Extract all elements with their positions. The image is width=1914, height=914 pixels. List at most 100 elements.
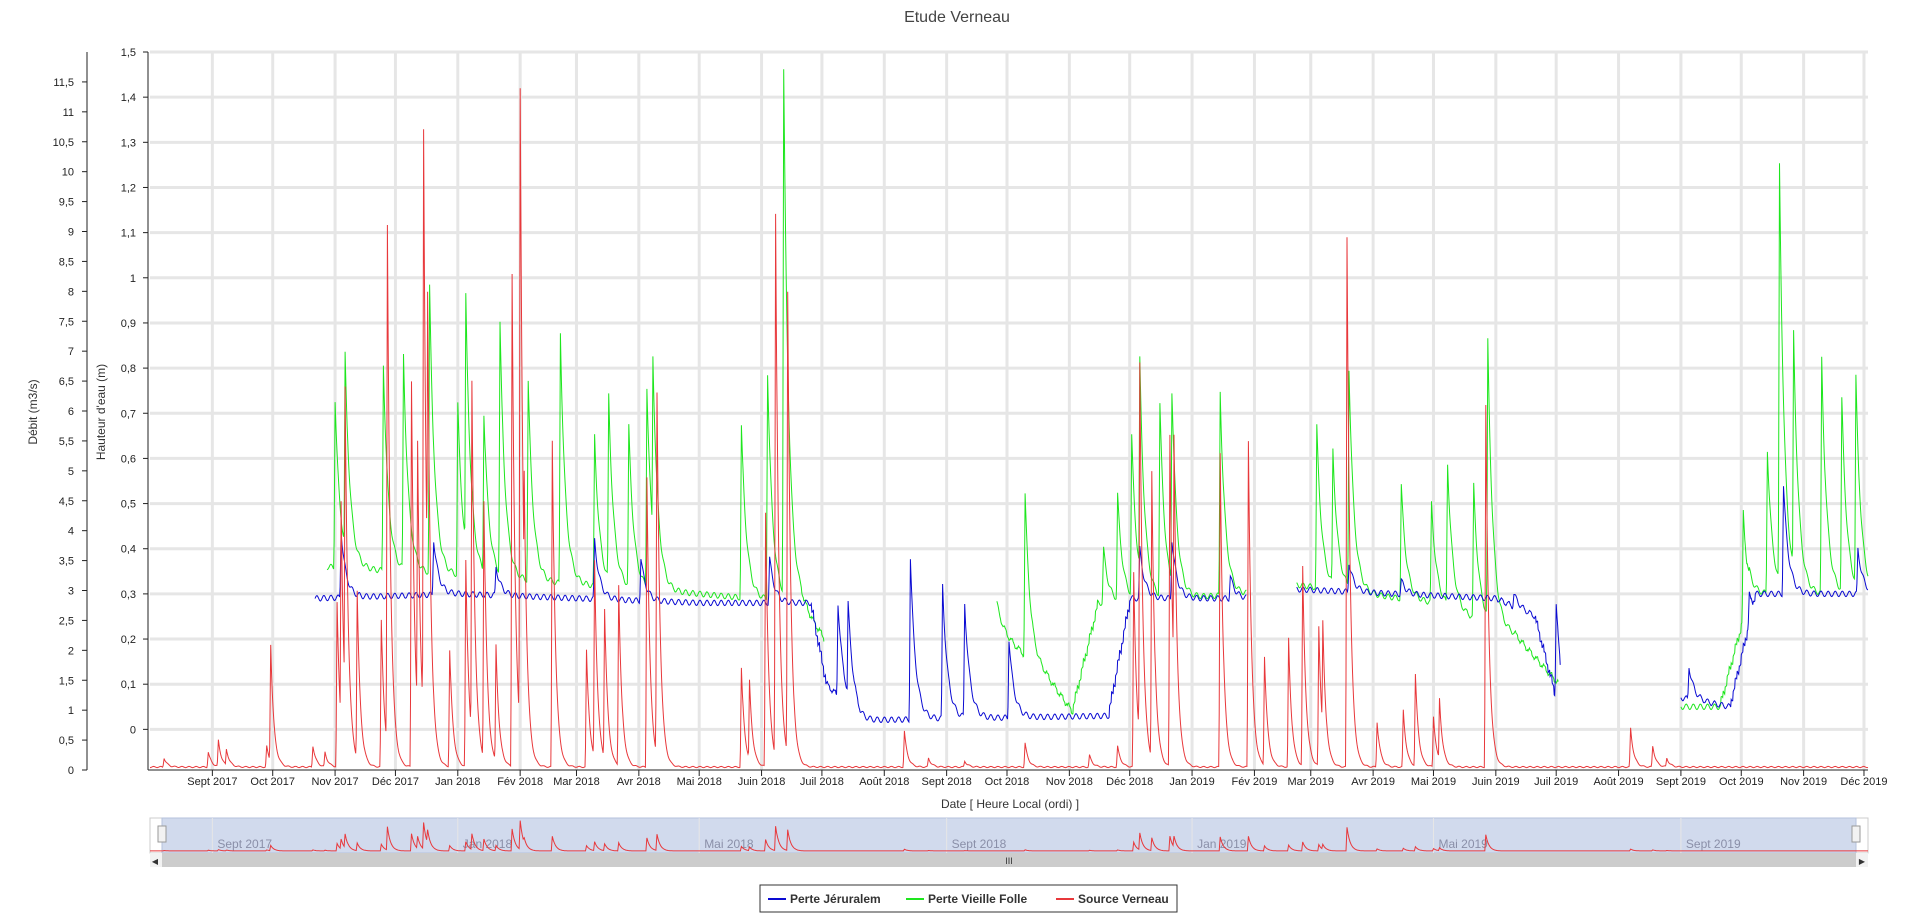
navigator-label: Jan 2018 [463, 837, 513, 851]
debit-tick-label: 9 [68, 227, 74, 239]
scroll-left-arrow[interactable]: ◀ [152, 857, 159, 866]
debit-ticks: 00,511,522,533,544,555,566,577,588,599,5… [53, 77, 87, 777]
hauteur-tick-label: 0,7 [121, 408, 136, 420]
navigator-background [149, 817, 1869, 854]
debit-tick-label: 1 [68, 705, 74, 717]
x-tick-label: Déc 2017 [372, 776, 419, 788]
hauteur-tick-label: 0,3 [121, 589, 136, 601]
x-tick-label: Juil 2019 [1534, 776, 1578, 788]
x-axis-title: Date [ Heure Local (ordi) ] [941, 797, 1079, 811]
x-tick-label: Oct 2019 [1719, 776, 1764, 788]
x-tick-label: Jan 2019 [1169, 776, 1214, 788]
x-tick-label: Fév 2018 [497, 776, 543, 788]
debit-tick-label: 7 [68, 346, 74, 358]
debit-tick-label: 6,5 [59, 376, 74, 388]
legend-label: Perte Jéruralem [790, 892, 881, 906]
series-line-source-verneau[interactable] [150, 88, 1869, 769]
debit-tick-label: 2,5 [59, 615, 74, 627]
x-tick-label: Août 2018 [859, 776, 909, 788]
hauteur-tick-label: 1,1 [121, 228, 136, 240]
series [150, 69, 1869, 769]
navigator-label: Jan 2019 [1197, 837, 1247, 851]
hauteur-tick-label: 1,4 [121, 92, 136, 104]
x-tick-label: Nov 2018 [1046, 776, 1093, 788]
scrollbar-thumb[interactable] [162, 853, 1856, 867]
chart-title: Etude Verneau [904, 9, 1010, 26]
x-tick-label: Sept 2017 [187, 776, 237, 788]
navigator[interactable]: Sept 2017 Jan 2018 Mai 2018 Sept 2018 Jan 20… [149, 817, 1869, 854]
series-line-perte-j-ruralem[interactable] [314, 486, 1869, 724]
hauteur-tick-label: 0,1 [121, 679, 136, 691]
x-ticks: Sept 2017 Oct 2017 Nov 2017 Déc 2017 Jan 201… [187, 770, 1888, 788]
debit-tick-label: 9,5 [59, 197, 74, 209]
debit-tick-label: 6 [68, 406, 74, 418]
x-tick-label: Mai 2018 [677, 776, 722, 788]
debit-tick-label: 5,5 [59, 436, 74, 448]
x-tick-label: Mai 2019 [1411, 776, 1456, 788]
debit-tick-label: 0,5 [59, 735, 74, 747]
hauteur-tick-label: 1,2 [121, 182, 136, 194]
x-tick-label: Juil 2018 [800, 776, 844, 788]
x-tick-label: Nov 2019 [1780, 776, 1827, 788]
x-tick-label: Juin 2019 [1472, 776, 1520, 788]
navigator-left-handle[interactable] [157, 825, 167, 843]
debit-tick-label: 8 [68, 286, 74, 298]
x-tick-label: Sept 2018 [922, 776, 972, 788]
scrollbar[interactable]: III ◀ ▶ [150, 853, 1868, 867]
debit-tick-label: 2 [68, 645, 74, 657]
legend-label: Source Verneau [1078, 892, 1169, 906]
grid [150, 50, 1868, 770]
legend-item[interactable]: Perte Jéruralem [768, 892, 881, 906]
debit-tick-label: 7,5 [59, 316, 74, 328]
axes [86, 52, 1868, 771]
x-tick-label: Déc 2018 [1106, 776, 1153, 788]
debit-tick-label: 1,5 [59, 675, 74, 687]
navigator-selection[interactable] [161, 817, 1857, 854]
navigator-series-line [150, 820, 1868, 852]
legend-item[interactable]: Perte Vieille Folle [906, 892, 1027, 906]
legend-label: Perte Vieille Folle [928, 892, 1027, 906]
hauteur-tick-label: 0,9 [121, 318, 136, 330]
hauteur-ticks: 0 0,1 0,2 0,3 0,4 0,5 0,6 0,7 0,8 0,9 1 1,1 1,2 1,3 1,… [121, 47, 148, 736]
hauteur-tick-label: 0,4 [121, 544, 136, 556]
x-tick-label: Avr 2019 [1351, 776, 1395, 788]
scrollbar-grip[interactable]: III [1005, 856, 1013, 866]
debit-tick-label: 10,5 [53, 137, 74, 149]
hauteur-tick-label: 1,5 [121, 47, 136, 59]
hauteur-tick-label: 1 [130, 273, 136, 285]
debit-tick-label: 3 [68, 586, 74, 598]
x-tick-label: Mar 2018 [553, 776, 599, 788]
navigator-label: Mai 2018 [704, 837, 754, 851]
debit-tick-label: 4 [68, 526, 74, 538]
x-tick-label: Fév 2019 [1231, 776, 1277, 788]
x-tick-label: Mar 2019 [1288, 776, 1334, 788]
navigator-label: Mai 2019 [1438, 837, 1488, 851]
debit-tick-label: 11,5 [53, 77, 74, 89]
navigator-label: Sept 2017 [217, 837, 272, 851]
x-tick-label: Juin 2018 [738, 776, 786, 788]
hauteur-tick-label: 0 [130, 724, 136, 736]
navigator-right-handle[interactable] [1851, 825, 1861, 843]
debit-tick-label: 8,5 [59, 256, 74, 268]
x-tick-label: Jan 2018 [435, 776, 480, 788]
debit-tick-label: 5 [68, 466, 74, 478]
x-tick-label: Déc 2019 [1840, 776, 1887, 788]
x-tick-label: Sept 2019 [1656, 776, 1706, 788]
legend-item[interactable]: Source Verneau [1056, 892, 1169, 906]
navigator-label: Sept 2018 [952, 837, 1007, 851]
debit-tick-label: 11 [63, 107, 74, 119]
hauteur-tick-label: 1,3 [121, 137, 136, 149]
navigator-labels: Sept 2017 Jan 2018 Mai 2018 Sept 2018 Jan 20… [211, 818, 1741, 853]
series-line-perte-vieille-folle[interactable] [326, 69, 1869, 715]
x-tick-label: Nov 2017 [312, 776, 359, 788]
x-tick-label: Avr 2018 [617, 776, 661, 788]
hauteur-tick-label: 0,6 [121, 453, 136, 465]
hauteur-tick-label: 0,8 [121, 363, 136, 375]
navigator-series [150, 820, 1868, 852]
debit-tick-label: 4,5 [59, 496, 74, 508]
debit-axis-title: Débit (m3/s) [26, 379, 40, 444]
hauteur-tick-label: 0,5 [121, 499, 136, 511]
hauteur-axis-title: Hauteur d'eau (m) [94, 364, 108, 460]
scroll-right-arrow[interactable]: ▶ [1859, 857, 1866, 866]
